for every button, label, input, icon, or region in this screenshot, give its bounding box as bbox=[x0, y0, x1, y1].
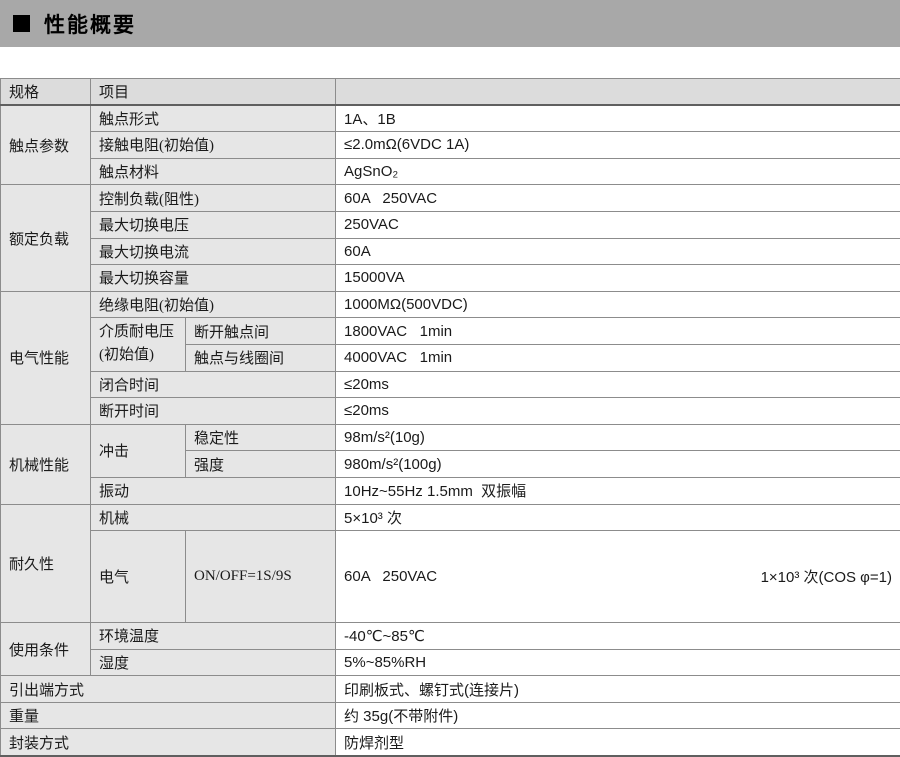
row-label: 控制负载(阻性) bbox=[91, 185, 336, 212]
table-row: 触点参数 触点形式 1A、1B bbox=[1, 105, 900, 132]
row-value: ≤2.0mΩ(6VDC 1A) bbox=[336, 132, 900, 159]
table-row: 湿度 5%~85%RH bbox=[1, 649, 900, 676]
group-label-electrical: 电气性能 bbox=[1, 291, 91, 424]
row-label: 湿度 bbox=[91, 649, 336, 676]
section-title: 性能概要 bbox=[44, 9, 136, 39]
row-value: -40℃~85℃ bbox=[336, 623, 900, 650]
table-row: 振动 10Hz~55Hz 1.5mm 双振幅 bbox=[1, 477, 900, 504]
group-label-contact: 触点参数 bbox=[1, 105, 91, 185]
table-row: 最大切换容量 15000VA bbox=[1, 265, 900, 292]
row-value-split: 60A 250VAC 1×10³ 次(COS φ=1) bbox=[336, 531, 900, 623]
table-row: 介质耐电压 (初始值) 断开触点间 1800VAC 1min bbox=[1, 318, 900, 345]
row-label: 最大切换电流 bbox=[91, 238, 336, 265]
row-label: 机械 bbox=[91, 504, 336, 531]
row-label: 断开时间 bbox=[91, 398, 336, 425]
row-label-terminal: 引出端方式 bbox=[1, 676, 336, 703]
row-label: 最大切换电压 bbox=[91, 211, 336, 238]
row-sublabel: ON/OFF=1S/9S bbox=[186, 531, 336, 623]
row-label: 环境温度 bbox=[91, 623, 336, 650]
table-row: 封装方式 防焊剂型 bbox=[1, 729, 900, 756]
header-value-blank bbox=[336, 79, 900, 106]
table-row: 电气 ON/OFF=1S/9S 60A 250VAC 1×10³ 次(COS φ… bbox=[1, 531, 900, 623]
row-label: 绝缘电阻(初始值) bbox=[91, 291, 336, 318]
row-value-right: 1×10³ 次(COS φ=1) bbox=[761, 566, 892, 587]
group-label-conditions: 使用条件 bbox=[1, 623, 91, 676]
spec-table: 规格 项目 触点参数 触点形式 1A、1B 接触电阻(初始值) ≤2.0mΩ(6… bbox=[0, 78, 900, 757]
row-value: 约 35g(不带附件) bbox=[336, 702, 900, 729]
table-row: 耐久性 机械 5×10³ 次 bbox=[1, 504, 900, 531]
table-row: 引出端方式 印刷板式、螺钉式(连接片) bbox=[1, 676, 900, 703]
table-row: 闭合时间 ≤20ms bbox=[1, 371, 900, 398]
table-row: 接触电阻(初始值) ≤2.0mΩ(6VDC 1A) bbox=[1, 132, 900, 159]
row-label: 闭合时间 bbox=[91, 371, 336, 398]
row-sublabel: 断开触点间 bbox=[186, 318, 336, 345]
row-value: ≤20ms bbox=[336, 371, 900, 398]
group-label-mechanical: 机械性能 bbox=[1, 424, 91, 504]
row-value: 10Hz~55Hz 1.5mm 双振幅 bbox=[336, 477, 900, 504]
row-value: 5%~85%RH bbox=[336, 649, 900, 676]
row-value: 1800VAC 1min bbox=[336, 318, 900, 345]
row-value: 防焊剂型 bbox=[336, 729, 900, 756]
row-label-line1: 介质耐电压 bbox=[99, 321, 177, 344]
table-row: 最大切换电流 60A bbox=[1, 238, 900, 265]
table-row: 断开时间 ≤20ms bbox=[1, 398, 900, 425]
row-sublabel: 稳定性 bbox=[186, 424, 336, 451]
row-label: 触点材料 bbox=[91, 158, 336, 185]
header-spec: 规格 bbox=[1, 79, 91, 106]
table-row: 机械性能 冲击 稳定性 98m/s²(10g) bbox=[1, 424, 900, 451]
table-row: 最大切换电压 250VAC bbox=[1, 211, 900, 238]
table-row: 电气性能 绝缘电阻(初始值) 1000MΩ(500VDC) bbox=[1, 291, 900, 318]
table-row: 使用条件 环境温度 -40℃~85℃ bbox=[1, 623, 900, 650]
row-value: 60A bbox=[336, 238, 900, 265]
row-label-line2: (初始值) bbox=[99, 344, 177, 367]
row-label: 振动 bbox=[91, 477, 336, 504]
row-value: 4000VAC 1min bbox=[336, 344, 900, 371]
row-value: 5×10³ 次 bbox=[336, 504, 900, 531]
table-row: 触点材料 AgSnO₂ bbox=[1, 158, 900, 185]
row-label: 接触电阻(初始值) bbox=[91, 132, 336, 159]
table-row: 额定负载 控制负载(阻性) 60A 250VAC bbox=[1, 185, 900, 212]
row-value: 250VAC bbox=[336, 211, 900, 238]
table-row: 重量 约 35g(不带附件) bbox=[1, 702, 900, 729]
header-item: 项目 bbox=[91, 79, 336, 106]
row-value: 1A、1B bbox=[336, 105, 900, 132]
section-marker-icon bbox=[13, 15, 30, 32]
row-value: 98m/s²(10g) bbox=[336, 424, 900, 451]
row-label-packing: 封装方式 bbox=[1, 729, 336, 756]
row-label: 最大切换容量 bbox=[91, 265, 336, 292]
row-label-dielectric: 介质耐电压 (初始值) bbox=[91, 318, 186, 371]
row-sublabel: 强度 bbox=[186, 451, 336, 478]
row-label-weight: 重量 bbox=[1, 702, 336, 729]
row-label: 触点形式 bbox=[91, 105, 336, 132]
table-header-row: 规格 项目 bbox=[1, 79, 900, 106]
row-label: 电气 bbox=[91, 531, 186, 623]
group-label-endurance: 耐久性 bbox=[1, 504, 91, 623]
row-value-left: 60A 250VAC bbox=[344, 568, 437, 585]
group-label-rated: 额定负载 bbox=[1, 185, 91, 291]
row-value: 1000MΩ(500VDC) bbox=[336, 291, 900, 318]
row-sublabel: 触点与线圈间 bbox=[186, 344, 336, 371]
row-value: 印刷板式、螺钉式(连接片) bbox=[336, 676, 900, 703]
row-value: AgSnO₂ bbox=[336, 158, 900, 185]
row-value: 980m/s²(100g) bbox=[336, 451, 900, 478]
row-value: ≤20ms bbox=[336, 398, 900, 425]
section-header: 性能概要 bbox=[0, 0, 900, 47]
row-value: 60A 250VAC bbox=[336, 185, 900, 212]
row-label-shock: 冲击 bbox=[91, 424, 186, 477]
row-value: 15000VA bbox=[336, 265, 900, 292]
